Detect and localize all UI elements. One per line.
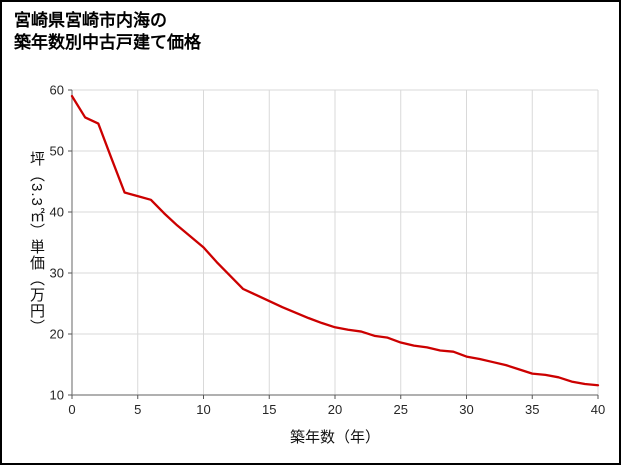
svg-text:5: 5 bbox=[134, 402, 141, 417]
svg-text:40: 40 bbox=[591, 402, 605, 417]
svg-text:40: 40 bbox=[50, 205, 64, 220]
grid-lines bbox=[71, 89, 599, 396]
y-axis-label: 坪（3.3㎡）単価（万円） bbox=[28, 150, 45, 335]
svg-text:25: 25 bbox=[394, 402, 408, 417]
svg-text:60: 60 bbox=[50, 83, 64, 98]
chart-title-line2: 築年数別中古戸建て価格 bbox=[14, 33, 201, 53]
svg-text:0: 0 bbox=[68, 402, 75, 417]
x-tick-labels: 0 5 10 15 20 25 30 35 40 bbox=[68, 402, 605, 417]
svg-text:35: 35 bbox=[525, 402, 539, 417]
chart-title: 宮崎県宮崎市内海の 築年数別中古戸建て価格 bbox=[14, 10, 201, 55]
y-tick-labels: 10 20 30 40 50 60 bbox=[50, 83, 64, 403]
chart-title-line1: 宮崎県宮崎市内海の bbox=[14, 11, 167, 30]
svg-text:10: 10 bbox=[196, 402, 210, 417]
svg-text:50: 50 bbox=[50, 144, 64, 159]
x-axis-label: 築年数（年） bbox=[290, 428, 380, 446]
svg-text:30: 30 bbox=[459, 402, 473, 417]
line-chart: 0 5 10 15 20 25 30 35 40 10 20 30 40 50 60 築年数（年） bbox=[50, 83, 606, 447]
tick-marks bbox=[68, 89, 599, 399]
svg-text:20: 20 bbox=[50, 327, 64, 342]
svg-text:15: 15 bbox=[262, 402, 276, 417]
svg-text:10: 10 bbox=[50, 388, 64, 403]
svg-text:30: 30 bbox=[50, 266, 64, 281]
chart-area: 0 5 10 15 20 25 30 35 40 10 20 30 40 50 60 築年数（年） 坪（3.3… bbox=[2, 64, 619, 463]
svg-text:20: 20 bbox=[328, 402, 342, 417]
price-line bbox=[70, 94, 600, 387]
